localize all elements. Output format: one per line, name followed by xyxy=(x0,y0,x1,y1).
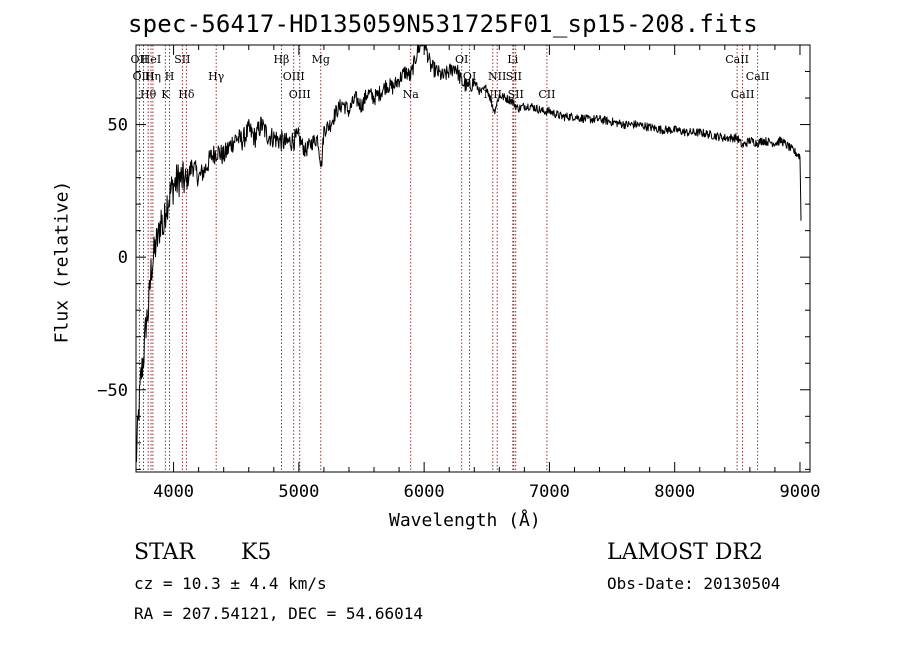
marker-label: Na xyxy=(403,88,420,101)
x-tick-label: 7000 xyxy=(529,482,570,502)
marker-label: Hγ xyxy=(208,70,225,83)
axis-ticks: 4000 5000 6000 7000 8000 9000 −50 0 50 xyxy=(97,44,821,502)
marker-label: Mg xyxy=(312,53,330,66)
object-subclass: K5 xyxy=(241,540,272,565)
marker-label: CaII xyxy=(725,53,749,66)
marker-label: OI xyxy=(463,70,476,83)
marker-label: K xyxy=(161,88,170,101)
marker-label: CII xyxy=(538,88,555,101)
marker-label: H xyxy=(165,70,175,83)
x-tick-label: 5000 xyxy=(278,482,319,502)
x-tick-label: 4000 xyxy=(153,482,194,502)
marker-label: NII xyxy=(484,88,502,101)
marker-label: OI xyxy=(455,53,468,66)
marker-label: OIII xyxy=(283,70,305,83)
object-class: STAR xyxy=(134,540,195,565)
marker-label: Hη xyxy=(145,70,161,83)
x-tick-label: 8000 xyxy=(654,482,695,502)
marker-label: SII xyxy=(506,70,522,83)
spectrum-series xyxy=(135,44,802,463)
chart-title: spec-56417-HD135059N531725F01_sp15-208.f… xyxy=(128,10,758,38)
survey-name: LAMOST DR2 xyxy=(607,540,763,565)
marker-label: CaII xyxy=(746,70,770,83)
marker-label: Hδ xyxy=(178,88,195,101)
y-axis-label: Flux (relative) xyxy=(51,180,73,344)
redshift-readout: cz = 10.3 ± 4.4 km/s xyxy=(134,574,327,593)
x-tick-label: 6000 xyxy=(404,482,445,502)
marker-label: SII xyxy=(174,53,190,66)
marker-label: NII xyxy=(488,70,506,83)
marker-label: OII xyxy=(131,53,149,66)
marker-label: CaII xyxy=(731,88,755,101)
x-tick-label: 9000 xyxy=(780,482,821,502)
x-axis-label: Wavelength (Å) xyxy=(389,510,541,531)
marker-label: Hθ xyxy=(140,88,157,101)
marker-label: Li xyxy=(507,53,518,66)
observation-date: Obs-Date: 20130504 xyxy=(607,574,781,593)
marker-label: HeI xyxy=(141,53,161,66)
line-markers xyxy=(138,45,759,472)
y-tick-label: 50 xyxy=(108,116,128,136)
marker-label: SII xyxy=(508,88,524,101)
coordinates-readout: RA = 207.54121, DEC = 54.66014 xyxy=(134,604,423,623)
marker-label: OIII xyxy=(132,70,154,83)
spectrum-line xyxy=(135,44,802,463)
y-tick-label: 0 xyxy=(118,248,128,268)
marker-label: OIII xyxy=(289,88,311,101)
y-tick-label: −50 xyxy=(97,381,128,401)
marker-label: Hβ xyxy=(273,53,289,66)
plot-frame xyxy=(135,44,811,473)
